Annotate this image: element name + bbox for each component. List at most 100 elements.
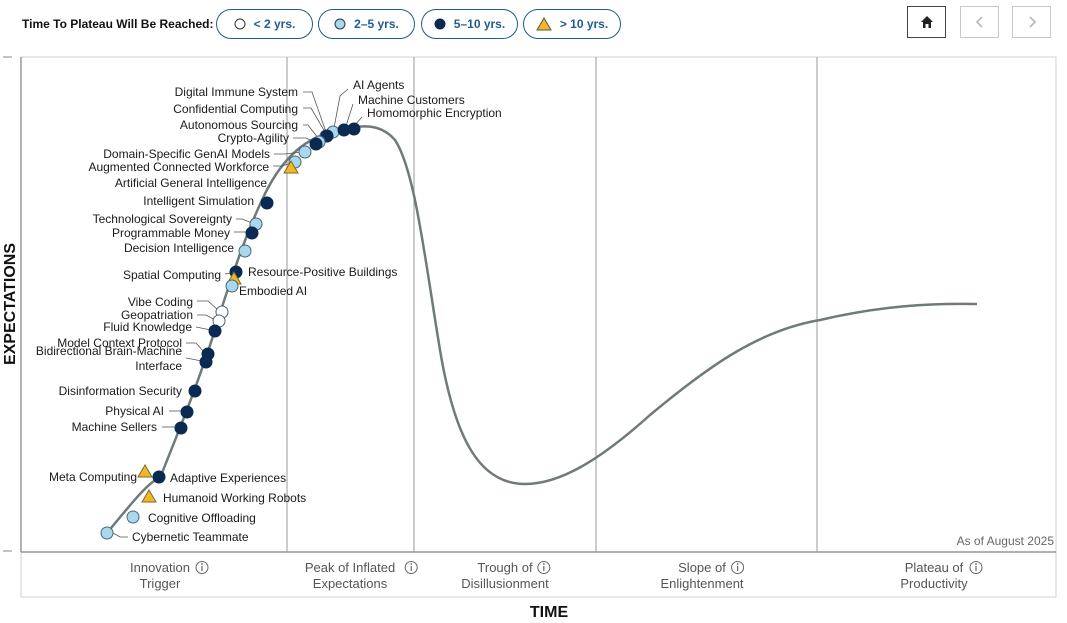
technology-label[interactable]: Embodied AI <box>239 284 307 298</box>
technology-marker[interactable] <box>152 470 166 484</box>
chevron-left-icon <box>975 16 983 28</box>
chevron-right-icon <box>1028 16 1036 28</box>
y-axis-title: EXPECTATIONS <box>2 243 19 365</box>
leader-line <box>112 532 128 538</box>
legend-label: > 10 yrs. <box>559 17 609 31</box>
leader-line <box>185 357 203 362</box>
leader-line <box>303 107 326 133</box>
technology-marker[interactable] <box>141 489 157 503</box>
as-of-note: As of August 2025 <box>957 534 1055 548</box>
x-axis-title: TIME <box>530 604 569 621</box>
phase-label: Plateau of <box>905 560 964 575</box>
technology-label[interactable]: Geopatriation <box>121 308 193 322</box>
phase-label: Trigger <box>140 576 181 591</box>
legend-title: Time To Plateau Will Be Reached: <box>22 17 214 31</box>
technology-marker[interactable] <box>238 244 252 258</box>
legend-filter-5-to-10[interactable]: 5–10 yrs. <box>421 9 518 39</box>
technology-label[interactable]: Confidential Computing <box>173 102 298 116</box>
phase-label: Enlightenment <box>660 576 743 591</box>
technology-label[interactable]: Cognitive Offloading <box>148 511 256 525</box>
technology-marker[interactable] <box>137 464 153 478</box>
technology-label[interactable]: Spatial Computing <box>123 268 221 282</box>
leader-line <box>236 218 253 224</box>
technology-label[interactable]: Disinformation Security <box>59 384 182 398</box>
technology-marker[interactable] <box>347 122 361 136</box>
technology-marker[interactable] <box>260 196 274 210</box>
technology-label[interactable]: Bidirectional Brain-Machine Interface <box>36 344 182 373</box>
technology-marker[interactable] <box>174 421 188 435</box>
technology-label[interactable]: Machine Customers <box>358 93 465 107</box>
info-icon[interactable] <box>969 561 983 574</box>
home-button[interactable] <box>907 6 946 38</box>
leader-line <box>197 300 219 311</box>
leader-line <box>273 162 292 167</box>
phase-label: Peak of Inflated <box>305 560 395 575</box>
legend-label: < 2 yrs. <box>253 17 296 31</box>
technology-label[interactable]: Adaptive Experiences <box>170 471 286 485</box>
technology-marker[interactable] <box>126 510 140 524</box>
previous-button[interactable] <box>960 6 999 38</box>
next-button[interactable] <box>1012 6 1051 38</box>
info-icon[interactable] <box>195 561 209 574</box>
legend-bar: Time To Plateau Will Be Reached: < 2 yrs… <box>0 0 1067 50</box>
leader-line <box>345 103 354 127</box>
phase-label: Trough of <box>477 560 533 575</box>
technology-marker[interactable] <box>180 405 194 419</box>
triangle-yellow-icon <box>535 17 552 31</box>
technology-label[interactable]: Autonomous Sourcing <box>180 118 298 132</box>
home-icon <box>920 16 933 28</box>
technology-label[interactable]: Model Context Protocol <box>57 336 182 350</box>
legend-filter-under-2[interactable]: < 2 yrs. <box>216 9 313 39</box>
technology-label[interactable]: Fluid Knowledge <box>103 320 192 334</box>
technology-label[interactable]: Meta Computing <box>49 470 137 484</box>
technology-marker[interactable] <box>188 384 202 398</box>
phase-label: Disillusionment <box>461 576 549 591</box>
technology-label[interactable]: Intelligent Simulation <box>143 194 254 208</box>
leader-line <box>186 342 205 353</box>
phase-label: Innovation <box>130 560 190 575</box>
technology-label[interactable]: Machine Sellers <box>72 420 157 434</box>
leader-line <box>197 314 216 321</box>
legend-label: 2–5 yrs. <box>354 17 399 31</box>
technology-marker[interactable] <box>298 145 312 159</box>
phase-label: Expectations <box>313 576 388 591</box>
info-icon[interactable] <box>537 561 551 574</box>
technology-label[interactable]: Humanoid Working Robots <box>163 491 306 505</box>
info-icon[interactable] <box>404 561 418 574</box>
legend-filter-2-to-5[interactable]: 2–5 yrs. <box>318 9 415 39</box>
technology-label[interactable]: Augmented Connected Workforce <box>88 160 269 174</box>
technology-label[interactable]: Cybernetic Teammate <box>132 530 249 544</box>
technology-marker[interactable] <box>199 355 213 369</box>
technology-label[interactable]: Resource-Positive Buildings <box>248 265 397 279</box>
technology-marker[interactable] <box>208 324 222 338</box>
technology-label[interactable]: Domain-Specific GenAI Models <box>103 147 270 161</box>
leader-line <box>274 151 302 155</box>
technology-label[interactable]: Physical AI <box>105 404 164 418</box>
technology-marker[interactable] <box>225 279 239 293</box>
technology-label[interactable]: Crypto-Agility <box>218 131 289 145</box>
technology-marker[interactable] <box>245 226 259 240</box>
phase-label: Slope of <box>678 560 726 575</box>
technology-label[interactable]: Technological Sovereignty <box>93 212 232 226</box>
technology-label[interactable]: Programmable Money <box>112 226 230 240</box>
technology-label[interactable]: Decision Intelligence <box>124 241 234 255</box>
leader-line <box>303 91 327 133</box>
technology-label[interactable]: AI Agents <box>353 78 404 92</box>
leader-line <box>303 124 319 139</box>
technology-label[interactable]: Digital Immune System <box>175 85 298 99</box>
legend-filter-over-10[interactable]: > 10 yrs. <box>523 9 621 39</box>
info-icon[interactable] <box>731 561 745 574</box>
technology-marker[interactable] <box>309 137 323 151</box>
technology-label[interactable]: Homomorphic Encryption <box>367 106 502 120</box>
technology-label[interactable]: Vibe Coding <box>128 295 193 309</box>
legend-label: 5–10 yrs. <box>453 17 506 31</box>
technology-marker[interactable] <box>283 160 299 174</box>
technology-marker[interactable] <box>100 526 114 540</box>
circle-white-icon <box>234 18 246 30</box>
phase-label: Productivity <box>900 576 968 591</box>
leader-line <box>195 326 212 331</box>
circle-light-blue-icon <box>334 18 346 30</box>
technology-label[interactable]: Artificial General Intelligence <box>115 176 267 190</box>
leader-line <box>333 88 349 129</box>
